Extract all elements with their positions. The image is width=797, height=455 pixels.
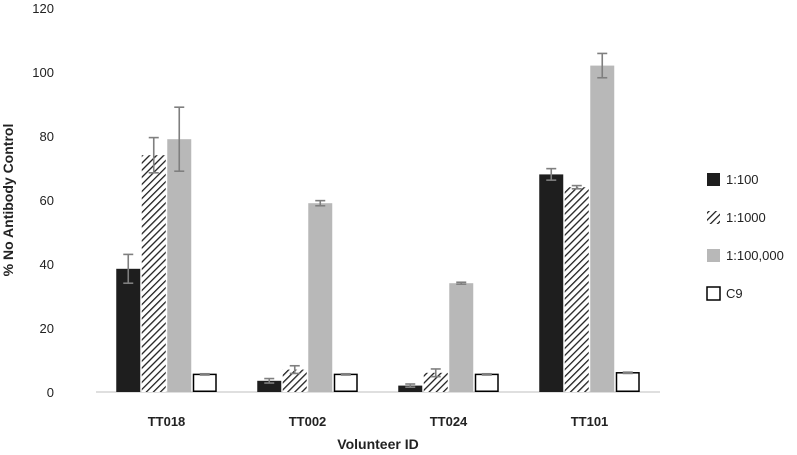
error-bar (340, 372, 351, 376)
legend-swatch (707, 211, 720, 224)
error-bar (597, 52, 608, 79)
legend-item: C9 (706, 286, 743, 301)
error-bar (405, 383, 416, 389)
bar (539, 174, 564, 392)
error-bar (430, 368, 441, 378)
legend-label: 1:100 (726, 172, 759, 187)
bar (615, 372, 640, 392)
bar (423, 372, 448, 392)
y-tick-label: 0 (47, 385, 54, 400)
error-bar (264, 377, 275, 384)
x-axis-title: Volunteer ID (337, 436, 418, 452)
y-tick-label: 120 (32, 1, 54, 16)
bar (257, 380, 282, 392)
y-tick-label: 40 (40, 257, 54, 272)
error-bar (481, 372, 492, 376)
error-bar (622, 371, 633, 375)
error-bar (456, 281, 467, 285)
bar (564, 187, 589, 392)
error-bar (123, 253, 134, 285)
y-axis-title: % No Antibody Control (0, 124, 16, 277)
error-bar (289, 364, 300, 375)
legend-swatch (707, 173, 720, 186)
legend: 1:100 1:1000 1:100,000 C9 (706, 172, 784, 301)
error-bar (148, 136, 159, 174)
error-bar (199, 372, 210, 376)
x-tick-label: TT018 (148, 414, 186, 429)
y-tick-label: 60 (40, 193, 54, 208)
legend-label: 1:1000 (726, 210, 766, 225)
bar (116, 268, 141, 392)
legend-item: 1:100 (707, 172, 759, 187)
y-tick-label: 20 (40, 321, 54, 336)
bar (474, 373, 499, 392)
legend-swatch (707, 249, 720, 262)
error-bar (571, 184, 582, 190)
bar (167, 139, 192, 392)
y-tick-label: 100 (32, 65, 54, 80)
y-tick-label: 80 (40, 129, 54, 144)
bar (192, 373, 217, 392)
legend-swatch (706, 286, 721, 301)
y-axis-ticks: 0 20 40 60 80 100 120 (32, 1, 54, 400)
x-axis-categories: TT018 TT002 TT024 TT101 (148, 414, 609, 429)
legend-item: 1:100,000 (707, 248, 784, 263)
x-tick-label: TT024 (430, 414, 468, 429)
bar (308, 203, 333, 392)
error-bar (174, 106, 185, 172)
bar (333, 373, 358, 392)
x-tick-label: TT002 (289, 414, 327, 429)
legend-item: 1:1000 (707, 210, 766, 225)
bar (141, 155, 166, 392)
bar (398, 385, 423, 392)
legend-label: C9 (726, 286, 743, 301)
bar (282, 369, 307, 392)
error-bar (546, 167, 557, 181)
bars (116, 65, 640, 392)
legend-label: 1:100,000 (726, 248, 784, 263)
error-bars (123, 52, 633, 389)
error-bar (315, 199, 326, 207)
bar (590, 65, 615, 392)
bar (449, 283, 474, 392)
x-tick-label: TT101 (571, 414, 609, 429)
